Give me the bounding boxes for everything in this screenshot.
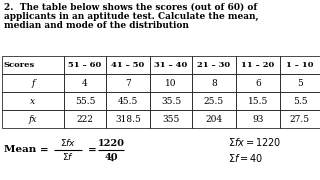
Bar xyxy=(236,56,280,74)
Bar xyxy=(2,74,64,92)
Text: 11 – 20: 11 – 20 xyxy=(241,61,275,69)
Text: 222: 222 xyxy=(76,114,93,123)
Text: 31 – 40: 31 – 40 xyxy=(154,61,188,69)
Text: 318.5: 318.5 xyxy=(115,114,141,123)
Bar xyxy=(236,74,280,92)
Bar xyxy=(2,56,64,74)
Text: 4: 4 xyxy=(82,78,88,87)
Bar xyxy=(150,92,192,110)
Bar xyxy=(106,110,150,128)
Text: 7: 7 xyxy=(125,78,131,87)
Bar xyxy=(150,110,192,128)
Text: Scores: Scores xyxy=(4,61,35,69)
Bar xyxy=(64,74,106,92)
Text: $\Sigma fx = 1220$: $\Sigma fx = 1220$ xyxy=(228,136,282,148)
Bar xyxy=(192,56,236,74)
Text: median and mode of the distribution: median and mode of the distribution xyxy=(4,21,189,30)
Text: 355: 355 xyxy=(162,114,180,123)
Bar xyxy=(192,74,236,92)
Text: 5.5: 5.5 xyxy=(293,96,307,105)
Bar xyxy=(106,92,150,110)
Text: 93: 93 xyxy=(252,114,264,123)
Text: 1 – 10: 1 – 10 xyxy=(286,61,314,69)
Text: 45.5: 45.5 xyxy=(118,96,138,105)
Bar xyxy=(106,74,150,92)
Text: f: f xyxy=(31,78,35,87)
Bar xyxy=(2,92,64,110)
Text: 21 – 30: 21 – 30 xyxy=(197,61,231,69)
Bar xyxy=(64,110,106,128)
Bar xyxy=(150,74,192,92)
Text: 6: 6 xyxy=(255,78,261,87)
Text: 15.5: 15.5 xyxy=(248,96,268,105)
Text: x: x xyxy=(30,96,36,105)
Bar xyxy=(236,92,280,110)
Text: 41 – 50: 41 – 50 xyxy=(111,61,145,69)
Text: 2.  The table below shows the scores (out of 60) of: 2. The table below shows the scores (out… xyxy=(4,3,257,12)
Bar xyxy=(280,92,320,110)
Text: $\Sigma f = 40$: $\Sigma f = 40$ xyxy=(228,152,263,164)
Bar xyxy=(64,56,106,74)
Text: 5: 5 xyxy=(297,78,303,87)
Text: 51 – 60: 51 – 60 xyxy=(68,61,102,69)
Bar xyxy=(150,56,192,74)
Bar xyxy=(280,110,320,128)
Bar xyxy=(64,92,106,110)
Bar xyxy=(280,74,320,92)
Text: fx: fx xyxy=(29,114,37,123)
Text: =: = xyxy=(88,145,97,154)
Bar xyxy=(192,92,236,110)
Text: 40: 40 xyxy=(104,152,118,161)
Text: 8: 8 xyxy=(211,78,217,87)
Text: 35.5: 35.5 xyxy=(161,96,181,105)
Text: $\Sigma f$: $\Sigma f$ xyxy=(62,152,74,163)
Bar xyxy=(106,56,150,74)
Bar xyxy=(236,110,280,128)
Text: $\Sigma fx$: $\Sigma fx$ xyxy=(60,138,76,148)
Text: 27.5: 27.5 xyxy=(290,114,310,123)
Text: 10: 10 xyxy=(165,78,177,87)
Text: Mean =: Mean = xyxy=(4,145,49,154)
Text: applicants in an aptitude test. Calculate the mean,: applicants in an aptitude test. Calculat… xyxy=(4,12,259,21)
Text: 55.5: 55.5 xyxy=(75,96,95,105)
Text: 25.5: 25.5 xyxy=(204,96,224,105)
Text: 204: 204 xyxy=(205,114,223,123)
Bar xyxy=(192,110,236,128)
Text: 1220: 1220 xyxy=(98,138,124,147)
Bar xyxy=(280,56,320,74)
Bar xyxy=(2,110,64,128)
